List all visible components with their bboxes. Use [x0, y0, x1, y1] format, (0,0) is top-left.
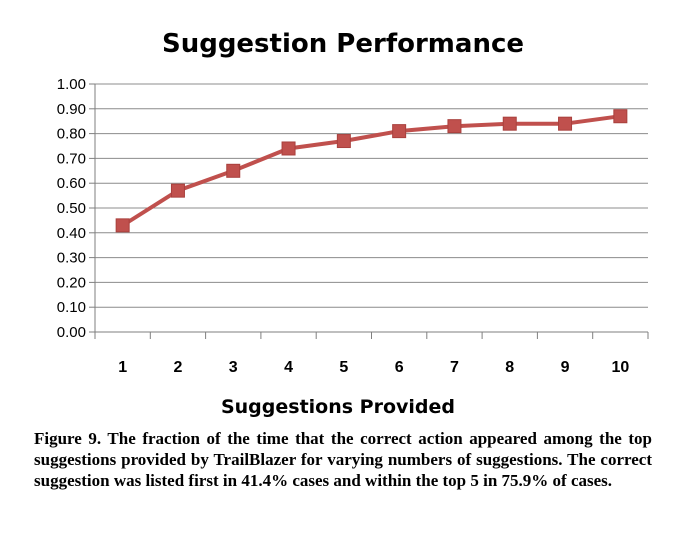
data-point-marker [226, 163, 241, 178]
y-tick-label: 0.80 [57, 126, 86, 143]
x-tick-label: 1 [118, 359, 127, 376]
x-axis-ticks: 1 2 3 4 5 6 7 8 9 10 [94, 332, 649, 376]
x-tick-label: 7 [450, 359, 459, 376]
x-tick-label: 3 [229, 359, 238, 376]
y-tick-label: 0.90 [57, 101, 86, 118]
data-point-marker [502, 116, 517, 131]
series-line [121, 114, 621, 228]
x-axis-label: Suggestions Provided [221, 396, 455, 418]
x-tick-label: 8 [505, 359, 514, 376]
y-tick-label: 1.00 [57, 76, 86, 93]
y-tick-label: 0.00 [57, 324, 86, 341]
gridlines [95, 83, 648, 308]
x-tick-label: 4 [284, 359, 293, 376]
y-tick-label: 0.50 [57, 200, 86, 217]
x-tick-label: 9 [561, 359, 570, 376]
data-point-marker [558, 116, 573, 131]
y-tick-label: 0.10 [57, 299, 86, 316]
data-point-marker [281, 141, 296, 156]
figure-caption: Figure 9. The fraction of the time that … [34, 429, 652, 490]
data-point-marker [613, 109, 628, 124]
y-tick-label: 0.60 [57, 175, 86, 192]
y-tick-label: 0.20 [57, 274, 86, 291]
x-tick-label: 5 [339, 359, 348, 376]
x-tick-label: 10 [611, 359, 629, 376]
x-tick-label: 2 [173, 359, 182, 376]
data-point-marker [336, 134, 351, 149]
y-tick-label: 0.30 [57, 250, 86, 267]
data-point-marker [170, 183, 185, 198]
y-axis-ticks: 0.00 0.10 0.20 0.30 0.40 0.50 0.60 0.70 0.80 0.90… [57, 76, 95, 341]
y-tick-label: 0.40 [57, 225, 86, 242]
y-tick-label: 0.70 [57, 150, 86, 167]
chart-title: Suggestion Performance [162, 29, 524, 59]
line-chart: Suggestion Performance 0.000.100.200.300… [57, 29, 649, 418]
data-point-marker [392, 124, 407, 139]
data-point-marker [115, 218, 130, 233]
x-tick-label: 6 [395, 359, 404, 376]
data-point-marker [447, 119, 462, 134]
series [115, 109, 628, 233]
